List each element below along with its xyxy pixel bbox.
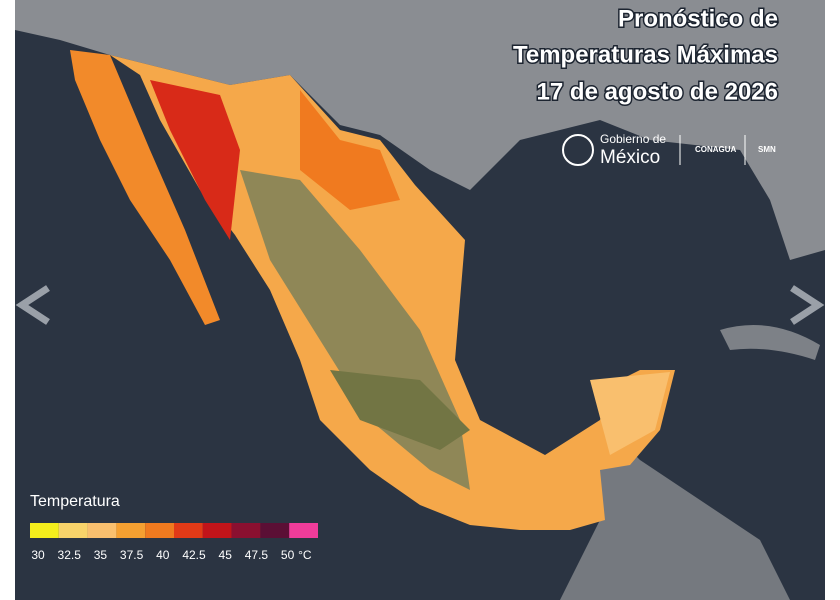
logo-text: CONAGUA (695, 145, 737, 154)
legend: 30 32.5 35 37.5 40 42.5 45 47.5 50 °C (30, 523, 318, 562)
next-arrow[interactable] (790, 285, 825, 325)
legend-tick-label: 35 (94, 548, 108, 562)
logo-text: Gobierno de (600, 132, 666, 146)
title-line: Pronóstico de (618, 5, 778, 32)
hot-zone (150, 80, 240, 240)
legend-swatch (202, 523, 232, 538)
legend-tick-label: 40 (156, 548, 170, 562)
legend-swatch (260, 523, 290, 538)
seal-icon (562, 134, 594, 166)
legend-swatch (174, 523, 203, 538)
legend-tick-label: 45 (219, 548, 233, 562)
legend-swatch (116, 523, 146, 538)
legend-tick-label: 30 (31, 548, 45, 562)
logo-text: México (600, 147, 660, 168)
legend-swatch (145, 523, 174, 538)
legend-tick-label: 32.5 (58, 548, 82, 562)
legend-swatch (231, 523, 261, 538)
prev-arrow[interactable] (15, 285, 50, 325)
legend-swatch (30, 523, 59, 538)
baja-california (70, 50, 220, 325)
legend-swatch (87, 523, 117, 538)
legend-swatch (289, 523, 318, 538)
legend-tick-label: 42.5 (182, 548, 206, 562)
us-land (15, 0, 825, 260)
legend-tick-label: 50 (281, 548, 295, 562)
legend-unit: °C (298, 548, 312, 562)
legend-tick-label: 47.5 (245, 548, 269, 562)
title-line: 17 de agosto de 2026 (537, 78, 778, 105)
plateau (330, 370, 470, 450)
legend-swatch (58, 523, 88, 538)
logo-text: SMN (758, 145, 776, 154)
legend-title: Temperatura (30, 493, 120, 510)
cuba (720, 325, 820, 360)
warm-zone (300, 90, 400, 210)
legend-tick-label: 37.5 (120, 548, 144, 562)
yucatan (590, 372, 670, 455)
title-line: Temperaturas Máximas (513, 41, 778, 68)
